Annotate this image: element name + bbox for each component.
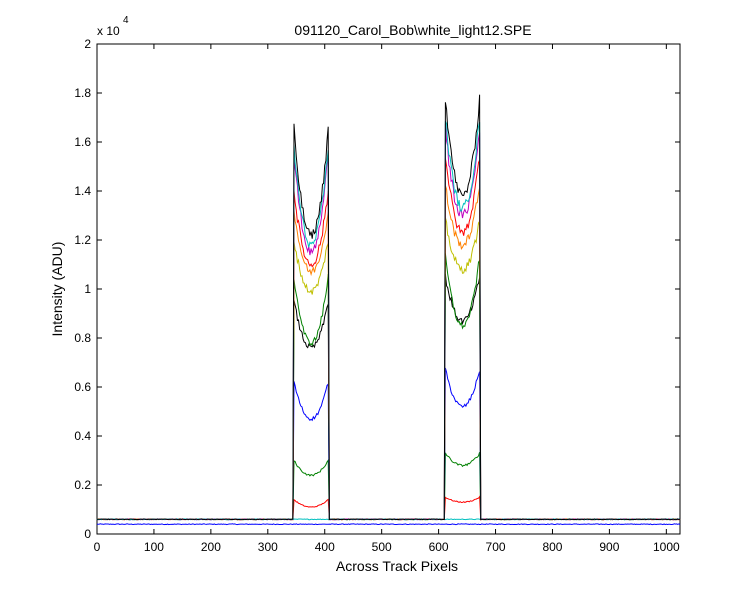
x-tick-label: 400 bbox=[315, 540, 335, 554]
y-tick-label: 1 bbox=[84, 282, 91, 296]
x-tick-label: 700 bbox=[486, 540, 506, 554]
y-axis-label: Intensity (ADU) bbox=[49, 242, 65, 337]
y-tick-label: 0.6 bbox=[74, 380, 91, 394]
y-tick-label: 1.2 bbox=[74, 233, 91, 247]
series-group bbox=[96, 94, 681, 526]
y-tick-label: 0.4 bbox=[74, 429, 91, 443]
plot-area: 0 100 200 300 400 500 600 700 800 900 1000 0 0.2 0.4… bbox=[74, 37, 681, 554]
y-ticks: 0 0.2 0.4 0.6 0.8 1 1.2 1.4 1.6 1.8 2 bbox=[74, 37, 680, 541]
x-tick-label: 900 bbox=[599, 540, 619, 554]
chart-title: 091120_Carol_Bob\white_light12.SPE bbox=[294, 22, 531, 38]
axes-box bbox=[96, 43, 681, 535]
x-tick-label: 600 bbox=[429, 540, 449, 554]
x-tick-label: 300 bbox=[258, 540, 278, 554]
x-tick-label: 500 bbox=[372, 540, 392, 554]
x-tick-label: 100 bbox=[144, 540, 164, 554]
x-tick-label: 1000 bbox=[653, 540, 680, 554]
y-multiplier-base: x 10 bbox=[97, 24, 120, 38]
y-multiplier: x 10 4 bbox=[97, 15, 129, 38]
x-tick-label: 800 bbox=[542, 540, 562, 554]
y-tick-label: 2 bbox=[84, 37, 91, 51]
y-tick-label: 1.6 bbox=[74, 135, 91, 149]
x-axis-label: Across Track Pixels bbox=[336, 558, 458, 574]
y-tick-label: 1.4 bbox=[74, 184, 91, 198]
y-tick-label: 0.8 bbox=[74, 331, 91, 345]
x-tick-label: 200 bbox=[201, 540, 221, 554]
y-tick-label: 1.8 bbox=[74, 86, 91, 100]
y-multiplier-exponent: 4 bbox=[123, 15, 129, 26]
series-line-1 bbox=[96, 523, 681, 526]
series-line-13 bbox=[96, 94, 681, 521]
x-ticks: 0 100 200 300 400 500 600 700 800 900 1000 bbox=[94, 44, 680, 554]
x-tick-label: 0 bbox=[94, 540, 101, 554]
y-tick-label: 0.2 bbox=[74, 478, 91, 492]
y-tick-label: 0 bbox=[84, 527, 91, 541]
